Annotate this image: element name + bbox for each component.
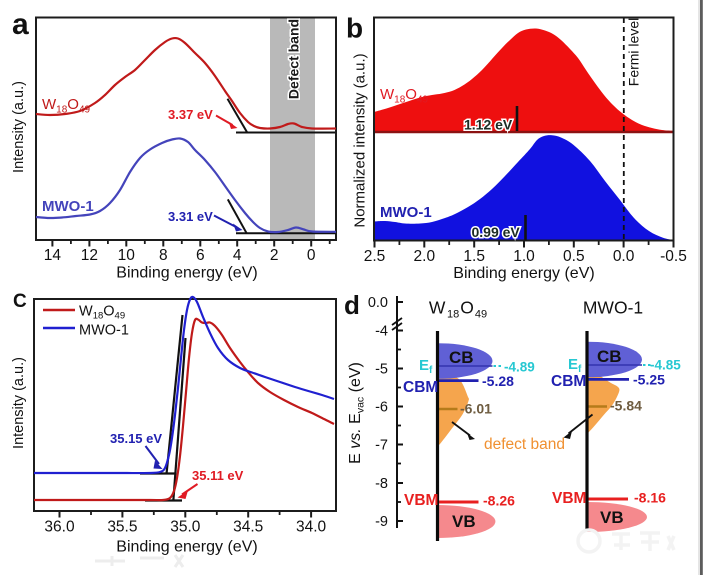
svg-text:Intensity (a.u.): Intensity (a.u.) — [11, 357, 27, 449]
svg-text:C: C — [13, 291, 27, 312]
svg-text:3.37 eV: 3.37 eV — [168, 107, 213, 122]
svg-text:1.5: 1.5 — [463, 248, 485, 265]
svg-text:b: b — [346, 13, 363, 44]
svg-text:CBM: CBM — [403, 379, 438, 396]
svg-text:VBM: VBM — [552, 490, 586, 507]
svg-text:1.12 eV: 1.12 eV — [464, 117, 513, 133]
svg-text:CBM: CBM — [551, 373, 586, 390]
svg-text:-6: -6 — [375, 400, 388, 416]
svg-text:MWO-1: MWO-1 — [42, 198, 94, 215]
svg-text:MWO-1: MWO-1 — [583, 298, 643, 318]
svg-text:0.5: 0.5 — [563, 248, 585, 265]
svg-text:W18O49: W18O49 — [380, 86, 429, 106]
svg-text:35.5: 35.5 — [107, 519, 137, 536]
svg-text:-7: -7 — [375, 438, 388, 454]
svg-text:MWO-1: MWO-1 — [79, 323, 129, 339]
svg-text:W18O49: W18O49 — [429, 298, 487, 321]
svg-text:W18O49: W18O49 — [79, 304, 125, 322]
svg-text:W18O49: W18O49 — [42, 96, 91, 116]
svg-text:2.5: 2.5 — [364, 248, 386, 265]
svg-text:CB: CB — [597, 347, 622, 366]
svg-text:-5.25: -5.25 — [633, 372, 665, 388]
svg-text:Intensity (a.u.): Intensity (a.u.) — [11, 81, 27, 173]
svg-text:35.15 eV: 35.15 eV — [110, 431, 162, 446]
svg-text:-5.28: -5.28 — [482, 373, 514, 389]
svg-text:3.31 eV: 3.31 eV — [168, 209, 213, 224]
svg-text:4: 4 — [233, 247, 242, 264]
svg-text:0.0: 0.0 — [368, 295, 388, 311]
svg-text:CB: CB — [449, 348, 474, 367]
svg-text:35.0: 35.0 — [170, 519, 201, 536]
svg-text:Defect band: Defect band — [286, 19, 302, 99]
svg-text:d: d — [344, 290, 360, 320]
svg-text:0.99 eV: 0.99 eV — [472, 224, 521, 240]
svg-text:Binding energy (eV): Binding energy (eV) — [116, 265, 257, 282]
svg-text:-8.16: -8.16 — [634, 490, 666, 506]
svg-text:0.0: 0.0 — [613, 248, 635, 265]
svg-text:2: 2 — [270, 247, 279, 264]
svg-text:-0.5: -0.5 — [660, 248, 687, 265]
svg-text:VB: VB — [452, 512, 476, 531]
svg-text:10: 10 — [118, 247, 136, 264]
svg-text:12: 12 — [81, 247, 98, 264]
svg-text:-8.26: -8.26 — [483, 493, 515, 509]
svg-text:-4.85: -4.85 — [650, 358, 681, 373]
svg-text:34.5: 34.5 — [233, 519, 263, 536]
svg-text:35.11 eV: 35.11 eV — [192, 468, 244, 483]
svg-text:VBM: VBM — [404, 492, 438, 509]
svg-text:1.0: 1.0 — [513, 248, 535, 265]
svg-text:6: 6 — [196, 247, 205, 264]
svg-text:a: a — [12, 8, 29, 41]
svg-text:-4.89: -4.89 — [504, 360, 535, 375]
svg-text:14: 14 — [44, 247, 62, 264]
svg-text:-5: -5 — [375, 362, 388, 378]
svg-text:defect band: defect band — [484, 436, 565, 453]
svg-text:0: 0 — [307, 247, 316, 264]
svg-text:Normalized intensity (a.u.): Normalized intensity (a.u.) — [352, 53, 369, 227]
svg-text:-4: -4 — [375, 324, 388, 340]
svg-text:8: 8 — [159, 247, 168, 264]
svg-text:2.0: 2.0 — [414, 248, 436, 265]
svg-text:VB: VB — [600, 508, 624, 527]
svg-text:Binding energy (eV): Binding energy (eV) — [453, 265, 594, 282]
svg-text:E vs. Evac (eV): E vs. Evac (eV) — [347, 362, 367, 464]
svg-text:34.0: 34.0 — [296, 519, 327, 536]
svg-text:Fermi level: Fermi level — [626, 18, 642, 86]
svg-text:-8: -8 — [375, 476, 388, 492]
svg-text:-9: -9 — [375, 514, 388, 530]
svg-text:MWO-1: MWO-1 — [380, 204, 432, 221]
svg-text:-6.01: -6.01 — [460, 401, 492, 417]
svg-text:-5.84: -5.84 — [610, 398, 642, 414]
svg-text:36.0: 36.0 — [44, 519, 75, 536]
svg-text:Binding energy (eV): Binding energy (eV) — [116, 539, 257, 556]
